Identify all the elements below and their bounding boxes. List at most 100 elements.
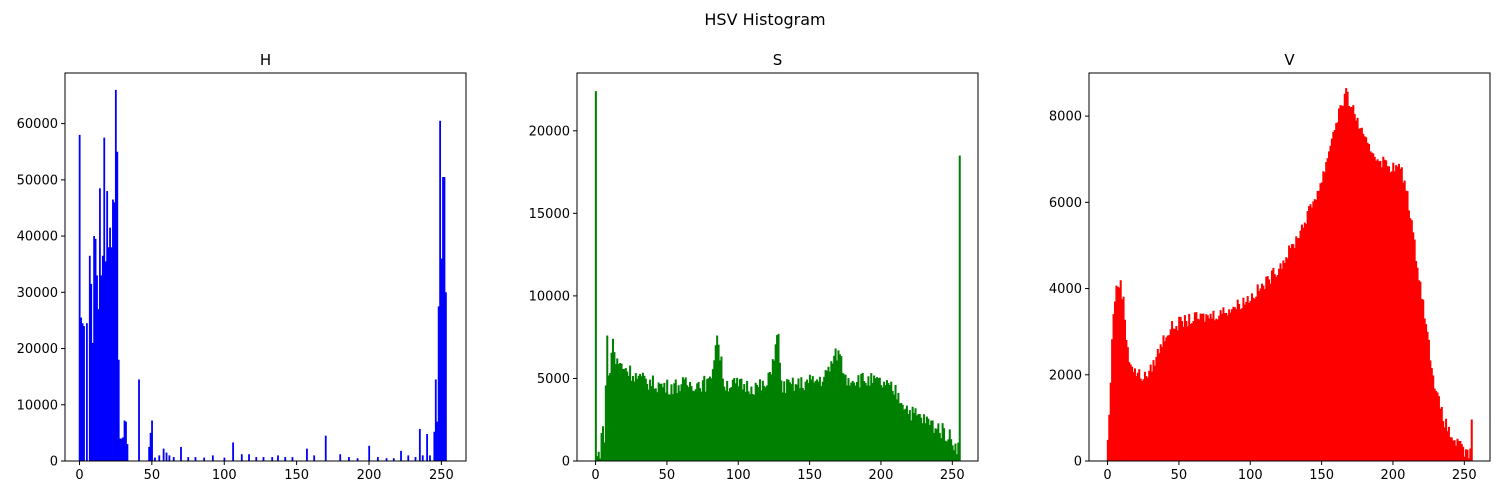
v-bar-211 [1407,210,1410,461]
v-bar-104 [1255,296,1258,461]
h-bar-35 [151,420,153,461]
s-bar-98 [734,383,737,461]
s-bar-178 [848,385,851,461]
s-xtick-label-150: 150 [797,468,822,483]
v-bar-79 [1219,310,1222,461]
s-bar-82 [711,369,714,461]
h-bar-15 [103,137,106,462]
v-bar-219 [1419,281,1422,461]
v-bar-123 [1282,260,1285,461]
s-bar-81 [710,378,713,461]
v-bar-197 [1387,166,1390,461]
s-bar-112 [754,382,757,461]
v-bar-192 [1380,167,1383,461]
v-bar-77 [1216,319,1219,461]
s-bar-40 [651,375,654,461]
s-bar-146 [803,390,806,461]
h-bar-5 [88,255,91,461]
h-bar-6 [90,283,93,461]
s-bar-212 [897,392,900,461]
s-bar-117 [761,380,764,461]
v-bar-218 [1417,280,1420,461]
h-bar-32 [138,379,140,461]
h-bar-26 [119,438,122,461]
h-bar-65 [385,458,388,461]
s-bar-203 [884,385,887,461]
v-bar-87 [1230,309,1234,461]
v-bar-25 [1142,379,1145,461]
v-bar-122 [1280,268,1283,461]
panel-title-h: H [260,51,271,69]
v-bar-183 [1367,143,1371,462]
s-bar-248 [948,429,951,461]
v-bar-166 [1343,93,1346,461]
s-bar-48 [663,382,666,461]
s-bar-95 [730,387,733,461]
h-bar-47 [223,457,226,461]
s-bar-232 [925,416,928,461]
v-bar-84 [1226,315,1229,461]
s-bar-196 [874,378,877,461]
s-bar-38 [649,379,652,461]
v-xtick-label-100: 100 [1238,468,1263,483]
h-bar-22 [113,202,116,461]
s-bar-100 [737,386,740,461]
s-bar-119 [764,387,767,461]
s-bar-67 [690,386,693,461]
s-bar-127 [776,335,779,461]
s-bar-86 [717,344,720,461]
h-bar-27 [120,438,123,461]
s-xtick-label-0: 0 [591,468,599,483]
s-bar-182 [854,385,857,461]
h-bar-60 [339,454,342,461]
v-bar-78 [1218,315,1221,461]
h-bar-9 [94,238,97,461]
s-bar-69 [693,391,696,461]
v-bar-58 [1189,324,1192,461]
s-bar-181 [853,382,856,461]
v-bar-212 [1409,218,1412,461]
s-bar-184 [857,375,860,461]
s-bar-28 [634,373,637,461]
s-bar-198 [877,378,880,461]
h-bar-41 [172,457,175,461]
s-bar-79 [707,378,710,461]
v-bar-154 [1326,158,1329,461]
s-bar-110 [751,394,754,461]
v-bar-46 [1172,328,1175,461]
s-bar-49 [664,392,667,461]
h-bar-69 [414,457,417,461]
s-bar-83 [713,360,716,461]
s-bar-163 [827,366,830,461]
s-ytick-label-15000: 15000 [529,207,570,222]
s-bar-24 [629,365,632,461]
v-bar-103 [1253,298,1256,461]
s-bar-243 [941,423,944,461]
s-bar-249 [950,439,953,461]
v-bar-43 [1168,335,1171,461]
v-bar-209 [1405,190,1408,461]
panel-title-s: S [773,51,783,69]
s-bar-236 [931,420,934,461]
v-bar-42 [1166,335,1169,461]
v-bar-116 [1272,267,1275,461]
s-bar-88 [720,356,723,461]
s-bar-230 [923,414,926,461]
v-bar-16 [1129,364,1132,461]
h-bar-72 [426,434,428,461]
h-xtick-label-150: 150 [284,468,309,483]
v-bar-196 [1386,166,1389,461]
s-bar-2 [597,451,600,461]
v-bar-162 [1338,108,1341,462]
v-bar-75 [1213,320,1216,461]
v-bar-220 [1420,298,1423,461]
s-bar-152 [811,376,814,461]
s-bar-123 [770,374,773,461]
s-bar-225 [915,415,918,461]
v-bar-115 [1270,270,1273,461]
h-bar-30 [125,421,127,461]
h-bar-46 [211,455,214,461]
s-bar-199 [878,377,881,461]
s-bar-92 [726,380,729,461]
v-bar-252 [1466,449,1469,461]
